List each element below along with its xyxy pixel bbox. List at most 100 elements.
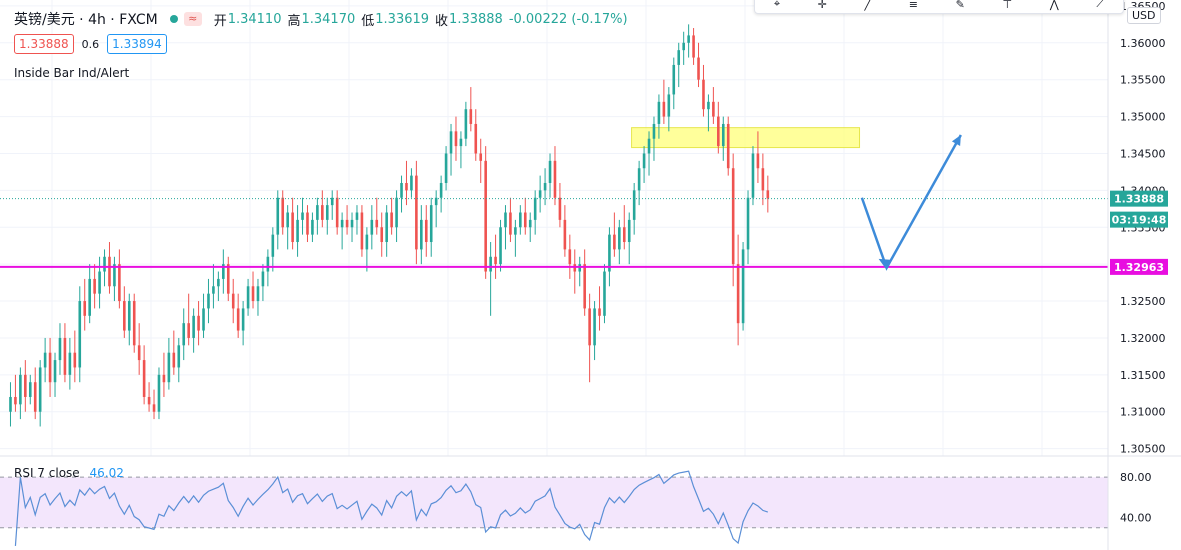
candle — [499, 219, 502, 272]
candle — [78, 286, 82, 383]
candle — [380, 212, 384, 257]
brush-icon[interactable]: ✎ — [955, 0, 965, 11]
cursor-icon[interactable]: ⌖ — [773, 0, 781, 10]
rsi-legend[interactable]: RSI 7 close 46.02 — [14, 466, 124, 480]
pattern-icon[interactable]: ⋀ — [1049, 0, 1059, 11]
candle-body — [236, 308, 240, 331]
candle-body — [667, 94, 671, 117]
supply-zone — [631, 127, 861, 149]
buy-price-button[interactable]: 1.33894 — [107, 34, 167, 54]
candle — [177, 337, 181, 383]
ruler-icon[interactable]: ⟋ — [1096, 0, 1105, 10]
high-value: 1.34170 — [301, 11, 356, 27]
candle — [172, 330, 176, 375]
candle — [647, 131, 651, 176]
candle-body — [484, 160, 487, 272]
candle — [43, 337, 47, 383]
open-label: 开 — [213, 13, 227, 29]
overlays — [0, 134, 1108, 271]
fib-icon[interactable]: ≡ — [908, 0, 918, 11]
candle-body — [365, 234, 369, 250]
countdown-label: 03:19:48 — [1112, 214, 1167, 227]
candle-body — [68, 352, 72, 375]
candle — [118, 249, 121, 309]
candle — [142, 345, 146, 405]
candle-body — [469, 109, 473, 124]
candle — [479, 138, 483, 183]
candle-body — [405, 182, 408, 191]
candle — [736, 234, 740, 346]
candle-body — [707, 101, 710, 110]
candle — [182, 308, 186, 361]
candle-body — [207, 293, 210, 309]
sell-price-button[interactable]: 1.33888 — [14, 34, 74, 54]
candle — [519, 205, 522, 235]
rsi-tick-label: 80.00 — [1120, 471, 1152, 484]
indicator-label[interactable]: Inside Bar Ind/Alert — [14, 66, 130, 80]
candle-body — [523, 212, 527, 228]
market-status-dot[interactable] — [169, 15, 178, 23]
crosshair-icon[interactable]: ✛ — [817, 0, 827, 11]
candle — [335, 190, 339, 235]
candle — [231, 278, 235, 324]
candle-body — [63, 337, 67, 375]
price-axis[interactable]: 1.365001.360001.355001.350001.345001.340… — [1110, 0, 1168, 456]
candle-body — [83, 301, 87, 316]
candle — [123, 286, 126, 338]
candle-body — [256, 286, 260, 302]
candle — [63, 323, 67, 383]
candle — [19, 367, 22, 420]
arrow-head-icon — [878, 258, 891, 270]
candle — [424, 205, 428, 257]
candle — [241, 301, 245, 346]
candle — [429, 197, 433, 257]
symbol-title[interactable]: 英镑/美元 · 4h · FXCM — [14, 12, 158, 28]
candle-body — [226, 264, 230, 294]
candle-body — [93, 278, 96, 294]
rsi-label: RSI 7 close — [14, 466, 80, 480]
candle-body — [306, 212, 309, 235]
candle — [296, 205, 299, 257]
candle-body — [657, 101, 661, 124]
compare-wave-icon[interactable]: ≈ — [183, 12, 202, 26]
price-tick-label: 1.34500 — [1120, 147, 1166, 160]
rsi-pane: 80.00 40.00 — [0, 470, 1152, 547]
candle-body — [627, 219, 631, 243]
price-tick-label: 1.31500 — [1120, 369, 1166, 382]
arrow-head-icon — [951, 135, 961, 147]
candle-body — [687, 35, 690, 43]
candle-body — [548, 160, 552, 183]
candle — [147, 382, 151, 412]
candles — [9, 24, 770, 427]
candle — [622, 205, 626, 250]
candle-body — [132, 301, 136, 346]
candle-body — [420, 219, 423, 250]
candle — [157, 367, 161, 420]
candle — [291, 197, 294, 250]
candle-body — [494, 256, 497, 265]
text-icon[interactable]: ⊤ — [1002, 0, 1013, 11]
candle — [514, 219, 517, 257]
candle-body — [123, 301, 126, 331]
candle — [202, 293, 205, 338]
candle — [162, 352, 166, 397]
candle-body — [543, 182, 547, 191]
currency-button[interactable]: USD — [1127, 7, 1161, 24]
candle-body — [217, 278, 220, 287]
candle — [717, 101, 720, 154]
hline-price-label: 1.32963 — [1114, 261, 1164, 274]
candle-body — [177, 345, 181, 368]
candle-body — [172, 352, 176, 368]
candle-body — [479, 153, 483, 161]
candle-body — [410, 175, 413, 191]
candle — [741, 242, 745, 331]
trend-line-icon[interactable]: ╱ — [864, 0, 872, 11]
candle-body — [697, 57, 700, 80]
candle — [459, 131, 463, 169]
candle — [93, 264, 96, 309]
candle-body — [563, 219, 567, 250]
candle — [618, 219, 621, 265]
candle — [593, 301, 596, 361]
rsi-value: 46.02 — [89, 466, 124, 480]
